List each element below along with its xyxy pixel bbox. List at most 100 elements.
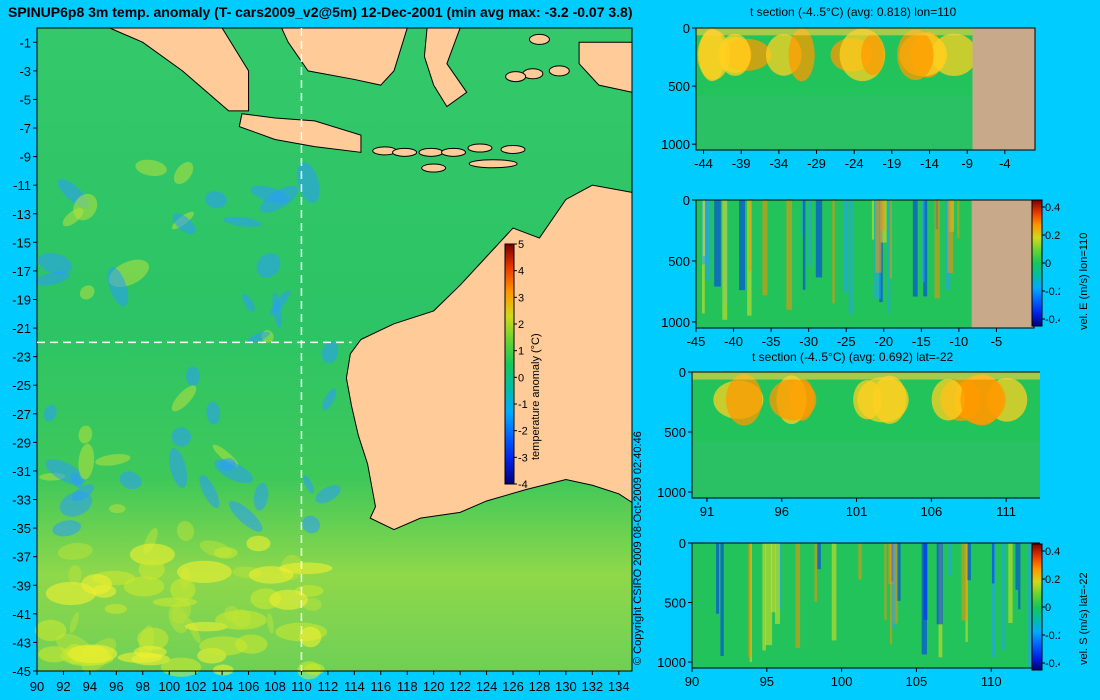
map-ytick-label: -35 xyxy=(12,521,31,536)
map-ytick-label: -39 xyxy=(12,578,31,593)
section-xtick-label: 91 xyxy=(700,504,714,519)
map-xtick-label: 94 xyxy=(83,679,97,694)
map-colorbar-bar xyxy=(504,243,515,485)
map-ytick-label: -25 xyxy=(12,378,31,393)
map-ytick-label: -1 xyxy=(19,35,31,50)
section-ytick-label: 1000 xyxy=(657,655,686,670)
vel-s-colorbar-tick-label: 0 xyxy=(1045,602,1051,614)
section-field xyxy=(696,28,977,150)
sunda-island xyxy=(500,144,526,154)
vel-e-colorbar-tick-label: 0.4 xyxy=(1045,202,1060,214)
map-xtick-label: 134 xyxy=(608,679,630,694)
map-colorbar-tick-label: 2 xyxy=(518,319,524,331)
section-field xyxy=(701,200,960,320)
section-ytick-label: 0 xyxy=(679,365,686,380)
map-ytick-label: -27 xyxy=(12,407,31,422)
australia-land xyxy=(345,184,633,531)
section-xtick-label: -10 xyxy=(949,334,968,348)
section-frame xyxy=(691,371,1040,499)
map-ytick-label: -41 xyxy=(12,607,31,622)
section-xtick-label: -25 xyxy=(837,334,856,348)
section-xtick-label: -45 xyxy=(687,334,706,348)
section3-title: t section (-4..5°C) (avg: 0.692) lat=-22 xyxy=(752,350,954,364)
section-xtick-label: 95 xyxy=(760,674,774,689)
section-ytick-label: 500 xyxy=(664,596,686,611)
section-xtick-label: -44 xyxy=(694,156,713,171)
map-ytick-label: -43 xyxy=(12,635,31,650)
section-ytick-label: 500 xyxy=(668,79,690,94)
sunda-island xyxy=(421,163,447,173)
section-xtick-label: -39 xyxy=(732,156,751,171)
section-xtick-label: -19 xyxy=(882,156,901,171)
map-colorbar-tick-label: 3 xyxy=(518,292,524,304)
map-xtick-label: 116 xyxy=(370,679,391,694)
map-xtick-label: 102 xyxy=(185,679,207,694)
map-xtick-label: 92 xyxy=(56,679,70,694)
map-xtick-label: 118 xyxy=(397,679,418,694)
map-colorbar-tick-label: -3 xyxy=(518,452,528,464)
map-ytick-label: -29 xyxy=(12,435,31,450)
section-field xyxy=(716,543,1033,667)
new-guinea-land xyxy=(578,41,633,93)
section-ocean xyxy=(692,543,1040,668)
sunda-island xyxy=(467,143,493,153)
map-eddies xyxy=(35,159,341,680)
page-title: SPINUP6p8 3m temp. anomaly (T- cars2009_… xyxy=(8,4,633,20)
borneo-land xyxy=(280,27,408,86)
t-section-lat-22-chart: 91 96 101 106 111 0 500 1000 xyxy=(657,365,1040,519)
maluku-island xyxy=(548,65,570,77)
vel-e-section-chart: -45 -40 -35 -30 -25 -20 -15 -10 -5 0 500 1000 xyxy=(661,193,1035,348)
section-xtick-label: -9 xyxy=(961,156,973,171)
section-ytick-label: 1000 xyxy=(661,137,690,152)
vel-s-colorbar: 0.4 0.2 0 -0.2 -0.4 xyxy=(1031,543,1060,671)
map-ytick-label: -45 xyxy=(12,664,31,679)
sulawesi-land xyxy=(423,27,468,108)
section-frame xyxy=(695,27,1036,151)
section-xtick-label: 110 xyxy=(981,674,1002,689)
vel-e-colorbar-bar xyxy=(1031,199,1043,327)
map-ytick-label: -21 xyxy=(12,321,31,336)
section-xtick-label: -29 xyxy=(807,156,826,171)
map-xtick-label: 90 xyxy=(30,679,44,694)
map-ytick-label: -33 xyxy=(12,493,31,508)
map-ytick-label: -19 xyxy=(12,292,31,307)
map-xtick-label: 132 xyxy=(581,679,603,694)
sunda-island xyxy=(418,147,444,157)
map-ytick-label: -7 xyxy=(19,121,31,136)
vel-s-colorbar-label: vel. S (m/s) lat=-22 xyxy=(1078,572,1090,665)
section-xtick-label: -34 xyxy=(769,156,788,171)
vel-e-colorbar-tick-label: -0.4 xyxy=(1045,314,1060,326)
vel-e-colorbar-label: vel. E (m/s) lon=110 xyxy=(1078,232,1090,330)
section-ytick-label: 500 xyxy=(668,254,690,269)
section-xtick-label: -35 xyxy=(762,334,781,348)
map-xtick-label: 122 xyxy=(449,679,471,694)
section-xtick-label: 96 xyxy=(775,504,789,519)
map-ytick-label: -9 xyxy=(19,150,31,165)
map-chart: 90 92 94 96 98 100 102 104 106 108 110 112 114 116 118… xyxy=(12,27,633,694)
map-xtick-label: 106 xyxy=(238,679,260,694)
map-ytick-label: -11 xyxy=(13,178,31,193)
map-colorbar-tick-label: 5 xyxy=(518,239,524,251)
vel-s-colorbar-tick-label: -0.4 xyxy=(1045,658,1060,670)
maluku-island xyxy=(528,33,550,45)
vel-s-colorbar-tick-label: -0.2 xyxy=(1045,630,1060,642)
map-colorbar: 5 4 3 2 1 0 -1 -2 -3 -4 xyxy=(504,239,528,488)
t-section-lon110-chart: -44 -39 -34 -29 -24 -19 -14 -9 -4 0 500 1000 xyxy=(661,21,1036,171)
map-xtick-label: 112 xyxy=(318,679,339,694)
section-xtick-label: 106 xyxy=(921,504,943,519)
section-xtick-label: 105 xyxy=(906,674,928,689)
vel-s-colorbar-tick-label: 0.4 xyxy=(1045,546,1060,558)
map-ytick-label: -15 xyxy=(12,235,31,250)
section-xtick-label: -15 xyxy=(912,334,931,348)
map-colorbar-tick-label: -1 xyxy=(518,399,528,411)
section-xtick-label: 101 xyxy=(846,504,868,519)
section-xtick-label: 90 xyxy=(685,674,699,689)
map-xtick-label: 120 xyxy=(423,679,445,694)
section-xtick-label: -14 xyxy=(920,156,939,171)
section-land xyxy=(971,200,1034,328)
vel-s-section-chart: 909510010511011505001000 xyxy=(657,536,1040,689)
section-ytick-label: 1000 xyxy=(661,315,690,330)
section-field xyxy=(692,372,1040,498)
map-xtick-label: 104 xyxy=(211,679,233,694)
section-ytick-label: 0 xyxy=(683,21,690,36)
